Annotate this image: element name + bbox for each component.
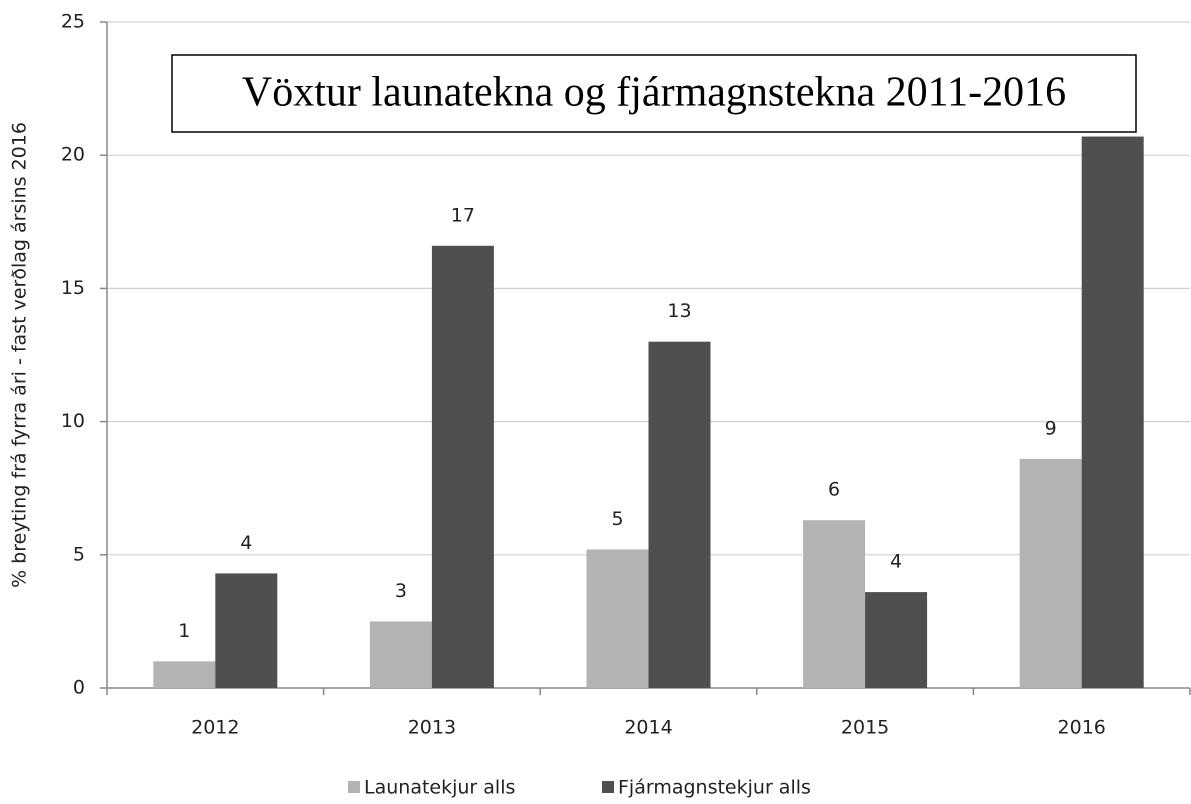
data-label: 1 xyxy=(178,620,190,642)
data-label: 17 xyxy=(451,204,475,226)
data-label: 9 xyxy=(1045,417,1057,439)
y-tick-label: 25 xyxy=(61,11,85,33)
data-label: 6 xyxy=(828,479,840,501)
bar xyxy=(586,549,649,688)
bar xyxy=(865,592,928,688)
bar xyxy=(431,245,494,688)
bar xyxy=(1019,458,1082,688)
title-box xyxy=(171,54,1137,133)
bar xyxy=(648,341,711,688)
x-tick-label: 2012 xyxy=(191,717,239,739)
chart-title: Vöxtur launatekna og fjármagnstekna 2011… xyxy=(242,70,1066,116)
y-tick-label: 0 xyxy=(73,677,85,699)
y-tick-label: 20 xyxy=(61,144,85,166)
legend-label: Launatekjur alls xyxy=(364,777,515,799)
bar xyxy=(215,573,278,688)
data-label: 5 xyxy=(611,508,623,530)
data-label: 3 xyxy=(395,580,407,602)
legend-swatch xyxy=(602,781,614,793)
y-tick-label: 10 xyxy=(61,410,85,432)
bar xyxy=(1081,136,1144,688)
bar xyxy=(369,621,432,688)
y-tick-label: 5 xyxy=(73,543,85,565)
legend-label: Fjármagnstekjur alls xyxy=(618,777,811,799)
bar xyxy=(153,661,216,688)
x-tick-label: 2016 xyxy=(1058,717,1106,739)
x-tick-label: 2014 xyxy=(624,717,672,739)
data-label: 13 xyxy=(667,300,691,322)
x-tick-label: 2013 xyxy=(408,717,456,739)
y-tick-label: 15 xyxy=(61,277,85,299)
data-label: 4 xyxy=(890,551,902,573)
x-tick-label: 2015 xyxy=(841,717,889,739)
data-label: 4 xyxy=(240,532,252,554)
y-axis-label: % breyting frá fyrra ári - fast verðlag … xyxy=(9,122,31,588)
bar xyxy=(803,520,866,688)
legend-swatch xyxy=(348,781,360,793)
